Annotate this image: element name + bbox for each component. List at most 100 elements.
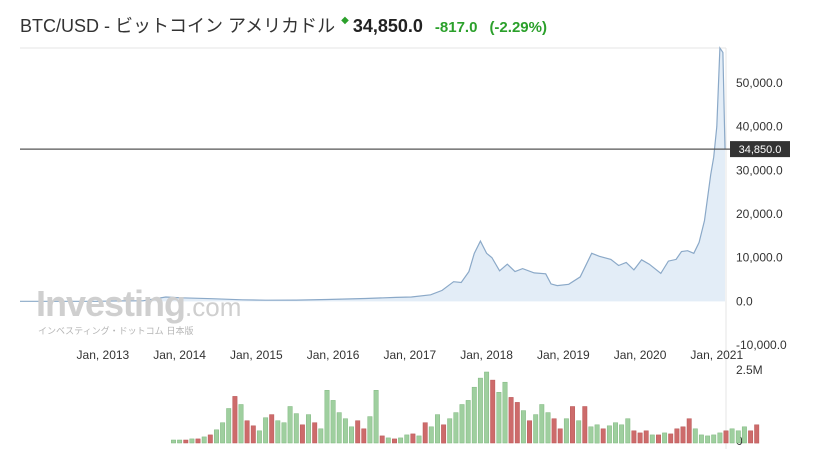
volume-bar	[576, 420, 582, 444]
volume-bar	[631, 430, 637, 444]
x-tick-label: Jan, 2016	[307, 348, 360, 362]
y-tick-label: 40,000.0	[736, 120, 783, 134]
x-tick-label: Jan, 2017	[383, 348, 436, 362]
volume-bar	[484, 371, 490, 444]
investing-watermark: Investing.com インベスティング・ドットコム 日本版	[36, 285, 241, 338]
price-change-percent: (-2.29%)	[489, 19, 547, 36]
volume-bar	[342, 418, 348, 444]
volume-bar	[723, 430, 729, 444]
y-tick-label: 10,000.0	[736, 251, 783, 265]
volume-bar	[563, 418, 569, 444]
volume-bar	[428, 426, 434, 444]
volume-bar	[330, 400, 336, 444]
volume-bar	[520, 410, 526, 444]
volume-bar	[183, 439, 189, 444]
volume-bar	[656, 434, 661, 444]
volume-bar	[557, 428, 563, 444]
volume-bar	[171, 439, 176, 444]
volume-bar	[410, 433, 416, 444]
volume-bar	[711, 434, 717, 444]
volume-bar	[201, 436, 207, 444]
volume-bar	[189, 438, 195, 444]
volume-bar	[649, 434, 655, 444]
volume-bar	[692, 428, 698, 444]
volume-bar	[496, 392, 502, 444]
y-tick-label: 50,000.0	[736, 76, 783, 90]
volume-bar	[312, 422, 318, 444]
volume-bar	[299, 424, 305, 444]
volume-bar	[502, 381, 508, 444]
volume-bar	[269, 414, 275, 444]
watermark-com: .com	[185, 292, 242, 322]
volume-bar	[754, 424, 760, 444]
volume-bar	[619, 424, 625, 444]
x-tick-label: Jan, 2015	[230, 348, 283, 362]
volume-bar	[373, 390, 379, 444]
volume-bar	[477, 377, 483, 444]
volume-bar	[287, 406, 293, 444]
volume-bar	[441, 424, 447, 444]
volume-bar	[514, 402, 520, 444]
volume-bar	[238, 404, 244, 444]
x-tick-label: Jan, 2014	[153, 348, 206, 362]
price-area	[20, 48, 725, 302]
volume-bar	[680, 426, 686, 444]
instrument-title: BTC/USD - ビットコイン アメリカドル	[20, 16, 336, 36]
volume-bar	[385, 437, 391, 444]
volume-bar	[263, 417, 269, 444]
volume-bar	[748, 430, 754, 444]
volume-bar	[318, 428, 324, 444]
volume-bar	[582, 406, 588, 444]
x-tick-label: Jan, 2021	[690, 348, 743, 362]
volume-bar	[256, 430, 262, 444]
volume-bar	[177, 439, 183, 444]
volume-bar	[613, 422, 618, 444]
volume-bar	[379, 435, 385, 444]
y-tick-label: 20,000.0	[736, 207, 783, 221]
volume-bar	[404, 434, 410, 444]
volume-bar	[447, 418, 453, 444]
volume-bar	[195, 438, 201, 444]
volume-bar	[453, 412, 459, 444]
volume-bar	[625, 418, 631, 444]
volume-bar	[435, 414, 440, 444]
volume-bar	[545, 412, 551, 444]
volume-bar	[735, 430, 741, 444]
volume-bar	[471, 386, 477, 444]
volume-bar	[355, 420, 361, 444]
watermark-sub: インベスティング・ドットコム 日本版	[38, 327, 194, 337]
volume-bar	[662, 432, 668, 444]
volume-bar	[398, 437, 404, 444]
x-tick-label: Jan, 2018	[460, 348, 513, 362]
volume-bar	[570, 406, 575, 444]
volume-bar	[686, 418, 692, 444]
volume-bar	[459, 404, 465, 444]
price-line[interactable]	[20, 46, 726, 302]
volume-bar	[416, 435, 422, 444]
volume-bar	[361, 428, 367, 444]
volume-bar	[226, 408, 232, 444]
volume-bar	[367, 416, 373, 444]
watermark-logo: Investing.com	[36, 285, 241, 326]
volume-bar	[306, 414, 311, 444]
volume-bar	[594, 424, 600, 444]
volume-bar	[281, 422, 287, 444]
volume-bar	[244, 420, 250, 444]
volume-bar	[600, 428, 606, 444]
volume-bar	[539, 404, 545, 444]
volume-bar	[643, 430, 649, 444]
volume-bar	[729, 428, 735, 444]
y-tick-label: -10,000.0	[736, 338, 787, 352]
chart-header: BTC/USD - ビットコイン アメリカドル ◆ 34,850.0 -817.…	[20, 12, 547, 38]
volume-bar	[705, 435, 711, 444]
volume-bar	[349, 426, 354, 444]
volume-tick-label: 2.5M	[736, 363, 763, 377]
volume-bar	[741, 426, 747, 444]
current-price-tag	[730, 141, 790, 158]
volume-bar	[668, 433, 674, 444]
volume-bar	[324, 390, 330, 444]
price-up-icon: ◆	[341, 15, 349, 26]
volume-bar	[275, 420, 281, 444]
volume-bar	[336, 412, 342, 444]
